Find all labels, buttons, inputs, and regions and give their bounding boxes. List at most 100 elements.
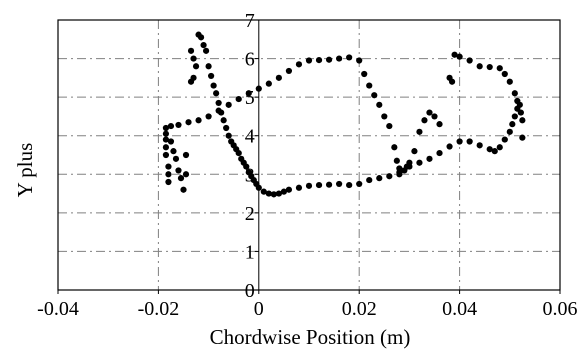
x-tick-label: 0.06 [543,298,578,320]
data-point [448,78,456,85]
data-point [265,190,272,197]
data-point [466,57,473,64]
data-point [396,171,403,178]
x-tick-labels: -0.04 -0.02 0 0.02 0.04 0.06 [37,298,577,320]
x-axis-title: Chordwise Position (m) [210,325,411,349]
data-points [162,31,526,198]
data-point [381,113,388,120]
data-point [416,128,423,135]
data-point [210,82,217,89]
data-point [190,55,197,62]
data-point [305,57,313,64]
data-point [205,113,212,120]
data-point [245,90,252,97]
data-point [486,63,493,71]
data-point [175,167,182,174]
data-point [182,171,190,178]
data-point [506,78,513,85]
x-tick-label: -0.04 [37,298,79,320]
data-point [208,72,215,80]
data-point [265,80,272,87]
data-point [511,90,518,97]
data-point [275,190,282,197]
data-point [162,130,170,137]
data-point [315,57,323,64]
data-point [509,121,516,128]
data-point [496,65,503,72]
data-point [167,122,175,130]
data-point [386,122,393,130]
data-point [235,149,242,157]
y-tick-label: 7 [245,10,255,32]
data-point [426,109,433,116]
data-point [255,184,262,191]
data-point [162,151,170,159]
data-point [446,143,453,150]
data-point [270,191,277,198]
data-point [185,119,192,126]
data-point [280,188,287,195]
data-point [225,101,232,108]
data-point [215,99,222,107]
data-point [376,101,383,108]
data-point [165,178,172,186]
data-point [220,117,227,124]
y-tick-label: 6 [245,49,255,71]
data-point [225,132,232,139]
data-point [496,144,503,151]
data-point [167,138,175,145]
y-tick-label: 2 [245,203,255,225]
data-point [466,138,473,145]
data-point [436,149,443,157]
data-point [491,148,498,155]
y-axis-title: Y plus [13,143,37,198]
data-point [431,113,438,120]
data-point [366,82,373,89]
data-point [356,180,363,188]
data-point [170,148,177,155]
y-tick-label: 0 [245,280,255,302]
plot-frame [57,19,561,291]
data-point [476,63,483,70]
data-point [411,148,418,155]
data-point [162,124,170,132]
data-point [165,171,172,178]
data-point [325,56,333,63]
data-point [177,175,185,182]
data-point [416,159,423,166]
data-point [371,92,378,99]
data-point [260,188,267,195]
x-tick-label: 0 [254,298,264,320]
data-point [197,34,205,41]
data-point [295,61,303,68]
data-point [223,124,230,132]
data-point [200,41,207,49]
data-point [403,163,410,170]
x-tick-label: 0.02 [342,298,377,320]
x-tick-label: -0.02 [138,298,180,320]
x-tick-label: 0.04 [442,298,477,320]
axes [57,19,561,294]
data-point [501,136,508,143]
data-point [195,117,202,124]
data-point [486,146,493,153]
data-point [511,113,518,120]
data-point [192,63,200,70]
data-point [391,144,398,151]
data-point [243,163,250,170]
data-point [519,117,526,124]
data-point [386,173,393,180]
data-point [346,181,353,189]
data-point [456,53,463,60]
data-point [255,85,262,92]
data-point [393,157,400,164]
data-point [476,142,483,149]
data-point [514,97,521,105]
data-point [190,74,197,81]
data-point [162,136,170,143]
y-tick-label: 3 [245,164,255,186]
data-point [180,186,187,193]
data-point [235,95,242,103]
data-point [336,180,343,188]
